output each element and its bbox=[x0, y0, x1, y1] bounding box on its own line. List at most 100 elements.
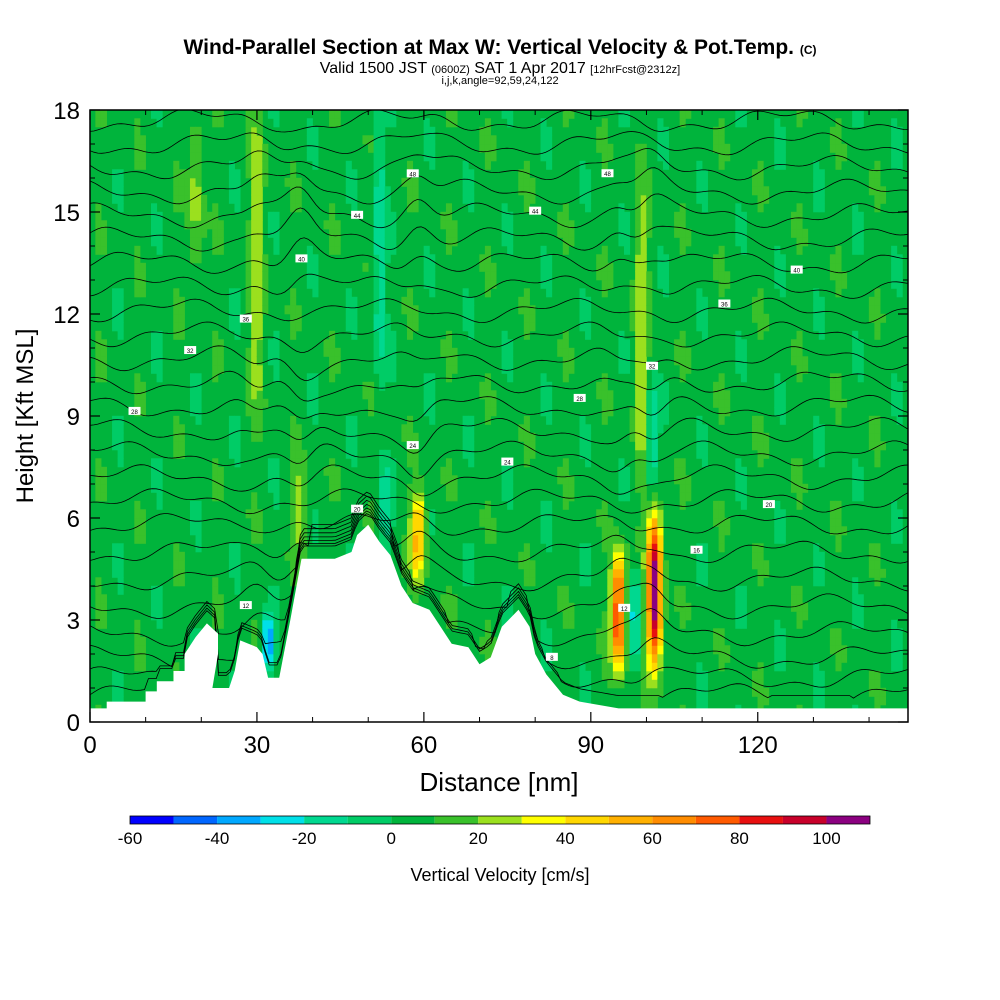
field-cell bbox=[701, 305, 708, 315]
field-cell bbox=[790, 475, 798, 485]
field-cell bbox=[796, 475, 803, 485]
field-cell bbox=[290, 466, 297, 476]
field-cell bbox=[829, 645, 836, 655]
field-cell bbox=[345, 194, 352, 204]
field-cell bbox=[724, 143, 731, 153]
field-cell bbox=[507, 118, 514, 128]
field-cell bbox=[212, 330, 219, 340]
field-cell bbox=[646, 313, 653, 323]
field-cell bbox=[301, 466, 308, 476]
field-cell bbox=[290, 305, 297, 315]
field-cell bbox=[290, 194, 297, 204]
field-cell bbox=[640, 254, 647, 264]
field-cell bbox=[112, 194, 119, 204]
field-cell bbox=[579, 313, 586, 323]
field-cell bbox=[384, 245, 391, 255]
field-cell bbox=[796, 373, 803, 383]
field-cell bbox=[345, 415, 352, 425]
field-cell bbox=[412, 194, 419, 204]
field-cell bbox=[651, 670, 658, 680]
field-cell bbox=[262, 254, 269, 264]
field-cell bbox=[662, 381, 670, 391]
field-cell bbox=[334, 483, 341, 493]
field-cell bbox=[368, 517, 375, 527]
field-cell bbox=[445, 602, 453, 612]
field-cell bbox=[640, 364, 647, 374]
field-cell bbox=[201, 228, 208, 238]
field-cell bbox=[195, 509, 202, 519]
field-cell bbox=[151, 228, 158, 238]
field-cell bbox=[373, 152, 380, 162]
field-cell bbox=[484, 271, 491, 281]
field-cell bbox=[256, 509, 263, 519]
field-cell bbox=[462, 449, 469, 459]
field-cell bbox=[189, 194, 197, 204]
field-cell bbox=[546, 509, 553, 519]
field-cell bbox=[256, 407, 263, 417]
field-cell bbox=[579, 322, 586, 332]
field-cell bbox=[401, 424, 408, 434]
field-cell bbox=[251, 381, 258, 391]
field-cell bbox=[256, 110, 263, 119]
field-cell bbox=[234, 169, 241, 179]
field-cell bbox=[612, 560, 619, 570]
field-cell bbox=[406, 313, 414, 323]
field-cell bbox=[484, 407, 491, 417]
field-cell bbox=[429, 288, 436, 298]
field-cell bbox=[290, 509, 297, 519]
field-cell bbox=[618, 475, 625, 485]
field-cell bbox=[195, 407, 202, 417]
field-cell bbox=[790, 466, 798, 476]
field-cell bbox=[406, 194, 414, 204]
field-cell bbox=[674, 220, 681, 230]
x-axis-label: Distance [nm] bbox=[420, 767, 579, 797]
field-cell bbox=[612, 636, 619, 646]
field-cell bbox=[640, 509, 647, 519]
field-cell bbox=[735, 594, 742, 604]
field-cell bbox=[790, 356, 798, 366]
field-cell bbox=[891, 254, 898, 264]
field-cell bbox=[868, 313, 875, 323]
field-cell bbox=[295, 526, 302, 536]
isentrope-line bbox=[90, 510, 908, 688]
field-cell bbox=[117, 560, 124, 570]
field-cell bbox=[267, 628, 274, 638]
field-cell bbox=[134, 662, 141, 672]
field-cell bbox=[879, 441, 887, 451]
field-cell bbox=[718, 152, 725, 162]
field-cell bbox=[813, 543, 820, 553]
field-cell bbox=[429, 509, 436, 519]
field-cell bbox=[418, 517, 425, 527]
field-cell bbox=[156, 585, 163, 595]
field-cell bbox=[429, 398, 436, 408]
field-cell bbox=[601, 160, 608, 170]
field-cell bbox=[774, 245, 781, 255]
field-cell bbox=[835, 254, 842, 264]
field-cell bbox=[612, 679, 619, 689]
isentrope-line bbox=[90, 167, 908, 205]
field-cell bbox=[629, 585, 636, 595]
field-cell bbox=[134, 288, 141, 298]
field-cell bbox=[796, 237, 803, 247]
field-cell bbox=[256, 220, 263, 230]
field-cell bbox=[134, 160, 141, 170]
field-cell bbox=[334, 364, 341, 374]
isentrope-line bbox=[90, 507, 908, 670]
field-cell bbox=[635, 296, 642, 306]
field-cell bbox=[757, 322, 764, 332]
field-cell bbox=[267, 636, 274, 646]
field-cell bbox=[189, 628, 197, 638]
colorbar-swatch bbox=[652, 816, 696, 824]
field-cell bbox=[635, 228, 642, 238]
field-cell bbox=[384, 458, 391, 468]
field-cell bbox=[568, 228, 575, 238]
field-cell bbox=[418, 551, 425, 561]
field-cell bbox=[624, 211, 631, 221]
field-cell bbox=[640, 160, 647, 170]
field-cell bbox=[841, 645, 848, 655]
field-cell bbox=[857, 356, 864, 366]
field-cell bbox=[212, 347, 219, 357]
field-cell bbox=[751, 415, 759, 425]
field-cell bbox=[212, 364, 219, 374]
